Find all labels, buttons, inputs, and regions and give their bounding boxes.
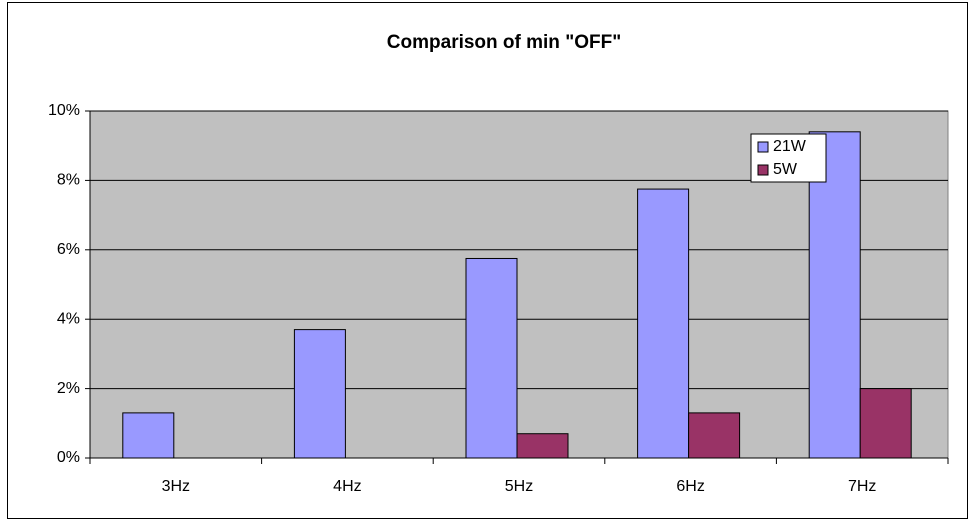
y-tick-label: 6% [57,241,80,258]
legend-label: 21W [773,138,807,155]
y-tick-label: 0% [57,449,80,466]
bar [859,388,912,459]
bar [465,257,518,459]
y-tick-label: 10% [48,102,80,119]
y-tick-label: 4% [57,310,80,327]
bar [516,433,569,459]
y-tick-label: 8% [57,172,80,189]
bar [808,131,861,459]
legend-swatch [757,141,769,153]
bar [688,412,741,459]
x-tick-label: 6Hz [676,478,704,495]
x-tick-label: 5Hz [505,478,533,495]
x-tick-label: 4Hz [333,478,361,495]
legend-label: 5W [773,161,798,178]
y-tick-label: 2% [57,380,80,397]
bar [293,329,346,459]
bar [637,188,690,459]
x-tick-label: 7Hz [848,478,876,495]
legend-swatch [757,164,769,176]
x-tick-label: 3Hz [162,478,190,495]
bar [122,412,175,459]
chart-title: Comparison of min "OFF" [387,32,621,53]
